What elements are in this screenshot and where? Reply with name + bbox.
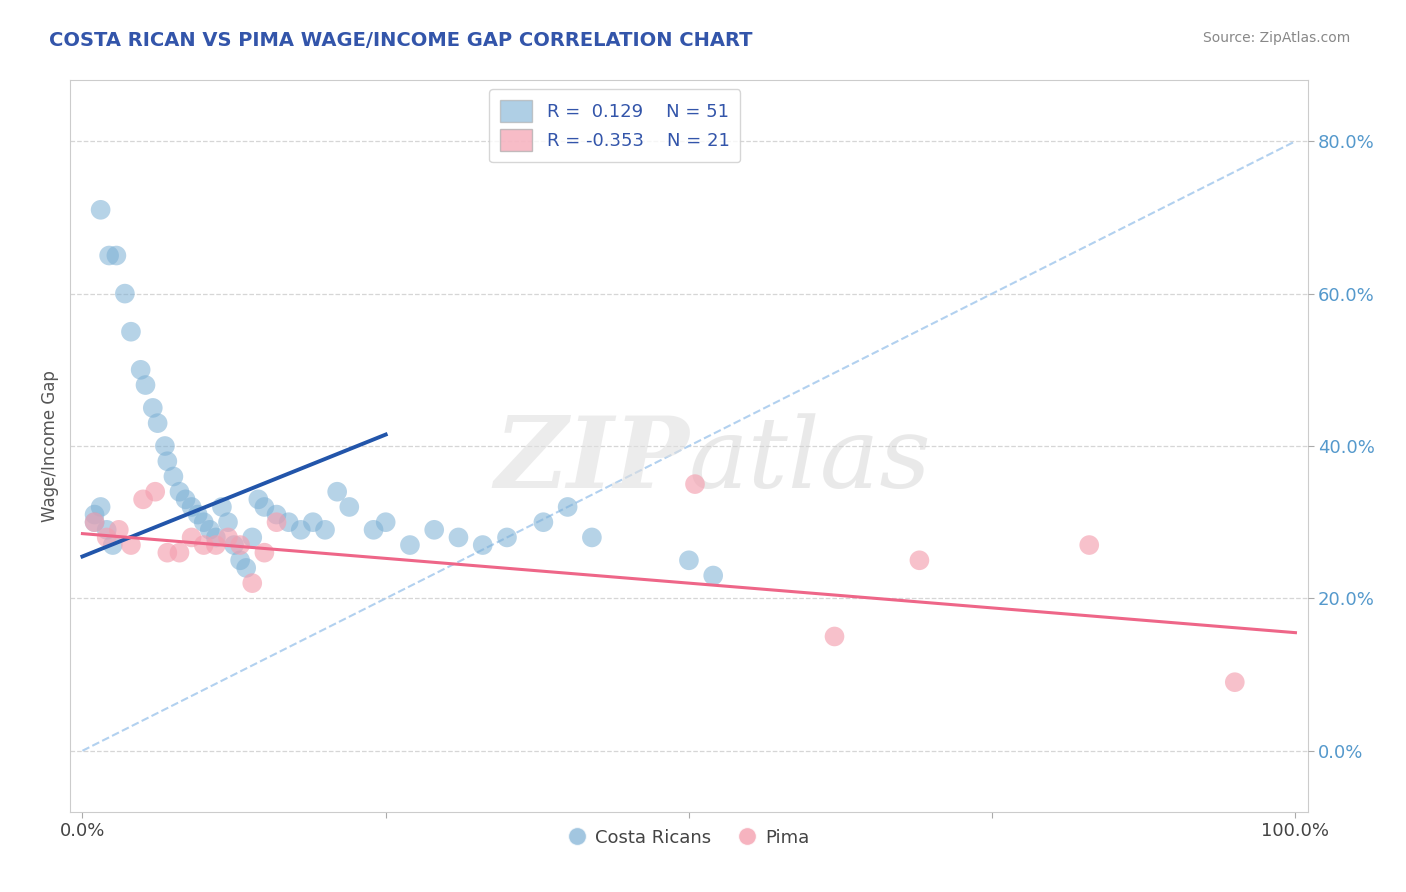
Y-axis label: Wage/Income Gap: Wage/Income Gap <box>41 370 59 522</box>
Point <box>240 530 263 544</box>
Point <box>114 286 136 301</box>
Point <box>447 530 470 544</box>
Point <box>363 523 385 537</box>
Point <box>229 553 252 567</box>
Point <box>326 484 349 499</box>
Point <box>205 530 228 544</box>
Point <box>205 538 228 552</box>
Point <box>169 484 191 499</box>
Point <box>337 500 360 514</box>
Point <box>90 202 112 217</box>
Point <box>824 630 846 644</box>
Point <box>247 492 270 507</box>
Point <box>277 515 299 529</box>
Text: Source: ZipAtlas.com: Source: ZipAtlas.com <box>1202 31 1350 45</box>
Point <box>423 523 446 537</box>
Point <box>198 523 221 537</box>
Point <box>142 401 165 415</box>
Point <box>217 530 239 544</box>
Point <box>290 523 312 537</box>
Point <box>105 248 128 262</box>
Point <box>90 500 112 514</box>
Point <box>229 538 252 552</box>
Point <box>143 484 166 499</box>
Point <box>153 439 176 453</box>
Point <box>531 515 554 529</box>
Point <box>314 523 336 537</box>
Point <box>174 492 197 507</box>
Point <box>83 515 105 529</box>
Point <box>253 500 276 514</box>
Point <box>129 363 152 377</box>
Legend: Costa Ricans, Pima: Costa Ricans, Pima <box>561 822 817 854</box>
Point <box>96 523 118 537</box>
Point <box>471 538 494 552</box>
Point <box>156 546 179 560</box>
Point <box>120 325 142 339</box>
Point <box>180 530 202 544</box>
Point <box>240 576 263 591</box>
Point <box>266 515 288 529</box>
Point <box>169 546 191 560</box>
Point <box>120 538 142 552</box>
Point <box>132 492 155 507</box>
Point <box>496 530 519 544</box>
Point <box>98 248 121 262</box>
Point <box>581 530 603 544</box>
Point <box>156 454 179 468</box>
Point <box>253 546 276 560</box>
Point <box>266 508 288 522</box>
Point <box>302 515 325 529</box>
Point <box>222 538 245 552</box>
Point <box>211 500 233 514</box>
Text: ZIP: ZIP <box>494 412 689 508</box>
Point <box>235 561 257 575</box>
Point <box>374 515 396 529</box>
Point <box>83 508 105 522</box>
Point <box>134 378 156 392</box>
Point <box>217 515 239 529</box>
Point <box>96 530 118 544</box>
Point <box>146 416 169 430</box>
Point <box>908 553 931 567</box>
Point <box>193 538 215 552</box>
Point <box>1078 538 1101 552</box>
Point <box>678 553 700 567</box>
Point <box>108 523 131 537</box>
Text: COSTA RICAN VS PIMA WAGE/INCOME GAP CORRELATION CHART: COSTA RICAN VS PIMA WAGE/INCOME GAP CORR… <box>49 31 752 50</box>
Point <box>162 469 184 483</box>
Text: atlas: atlas <box>689 413 932 508</box>
Point <box>83 515 105 529</box>
Point <box>557 500 579 514</box>
Point <box>101 538 124 552</box>
Point <box>702 568 724 582</box>
Point <box>193 515 215 529</box>
Point <box>1223 675 1246 690</box>
Point <box>683 477 706 491</box>
Point <box>187 508 209 522</box>
Point <box>180 500 202 514</box>
Point <box>399 538 422 552</box>
